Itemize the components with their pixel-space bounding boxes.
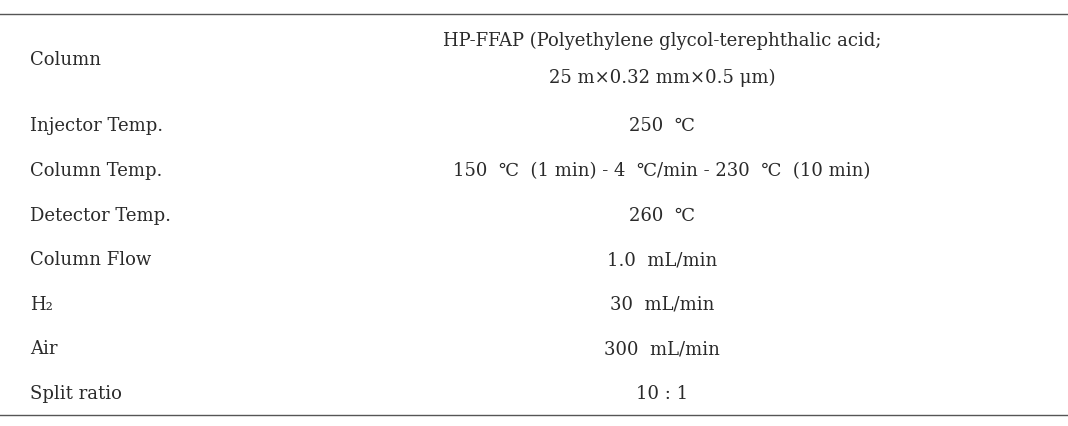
Text: H₂: H₂ (30, 295, 52, 313)
Text: HP-FFAP (Polyethylene glycol-terephthalic acid;: HP-FFAP (Polyethylene glycol-terephthali… (443, 32, 881, 50)
Text: 250  ℃: 250 ℃ (629, 117, 695, 135)
Text: Column: Column (30, 50, 100, 69)
Text: Column Temp.: Column Temp. (30, 161, 162, 180)
Text: 1.0  mL/min: 1.0 mL/min (607, 250, 718, 269)
Text: Detector Temp.: Detector Temp. (30, 206, 171, 224)
Text: 300  mL/min: 300 mL/min (604, 340, 720, 357)
Text: Column Flow: Column Flow (30, 250, 152, 269)
Text: Split ratio: Split ratio (30, 384, 122, 402)
Text: Air: Air (30, 340, 58, 357)
Text: Injector Temp.: Injector Temp. (30, 117, 163, 135)
Text: 260  ℃: 260 ℃ (629, 206, 695, 224)
Text: 25 m×0.32 mm×0.5 μm): 25 m×0.32 mm×0.5 μm) (549, 69, 775, 87)
Text: 150  ℃  (1 min) - 4  ℃/min - 230  ℃  (10 min): 150 ℃ (1 min) - 4 ℃/min - 230 ℃ (10 min) (454, 161, 870, 180)
Text: 10 : 1: 10 : 1 (637, 384, 688, 402)
Text: 30  mL/min: 30 mL/min (610, 295, 714, 313)
